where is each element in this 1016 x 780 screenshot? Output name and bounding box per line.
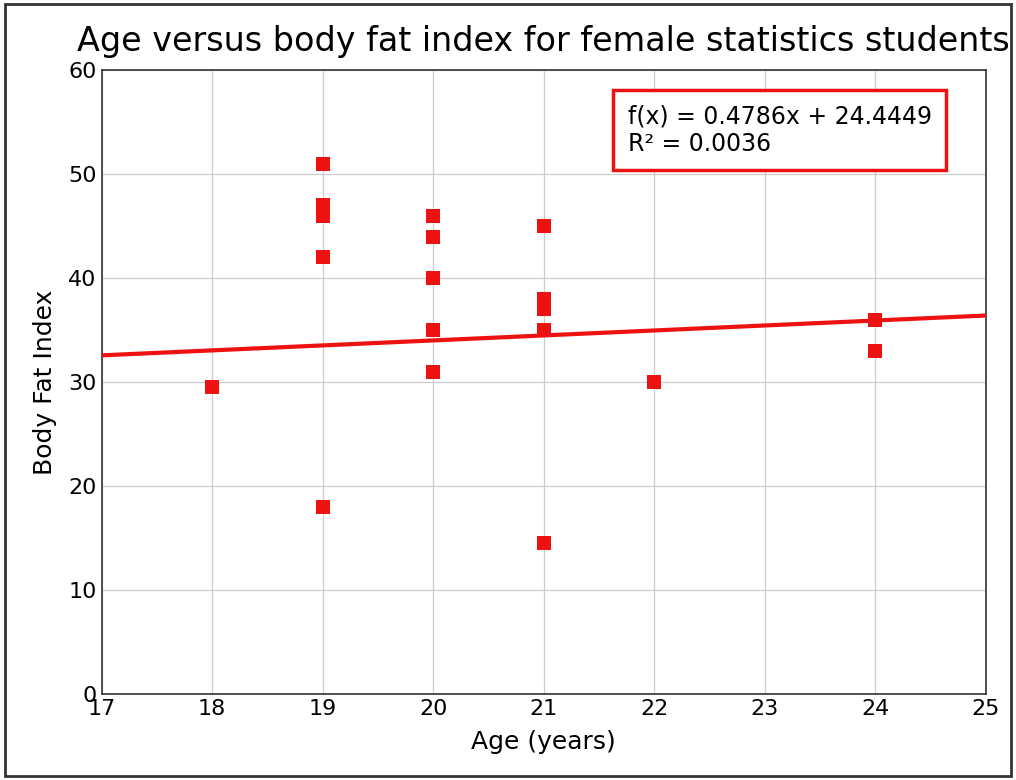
Title: Age versus body fat index for female statistics students: Age versus body fat index for female sta… bbox=[77, 25, 1010, 58]
Point bbox=[314, 251, 330, 264]
Point bbox=[314, 501, 330, 513]
Point bbox=[425, 210, 441, 222]
Point bbox=[646, 376, 662, 388]
Point bbox=[867, 314, 883, 326]
Text: f(x) = 0.4786x + 24.4449
R² = 0.0036: f(x) = 0.4786x + 24.4449 R² = 0.0036 bbox=[628, 105, 932, 156]
Point bbox=[535, 303, 552, 316]
Point bbox=[204, 381, 220, 394]
Point bbox=[425, 366, 441, 378]
Point bbox=[314, 199, 330, 211]
Point bbox=[425, 272, 441, 285]
Point bbox=[314, 158, 330, 170]
Point bbox=[535, 220, 552, 232]
Point bbox=[867, 345, 883, 357]
Point bbox=[535, 537, 552, 550]
Point bbox=[535, 324, 552, 336]
Y-axis label: Body Fat Index: Body Fat Index bbox=[34, 289, 57, 475]
Point bbox=[425, 324, 441, 336]
Point bbox=[535, 292, 552, 305]
Point bbox=[314, 210, 330, 222]
Point bbox=[425, 230, 441, 243]
X-axis label: Age (years): Age (years) bbox=[471, 730, 616, 754]
